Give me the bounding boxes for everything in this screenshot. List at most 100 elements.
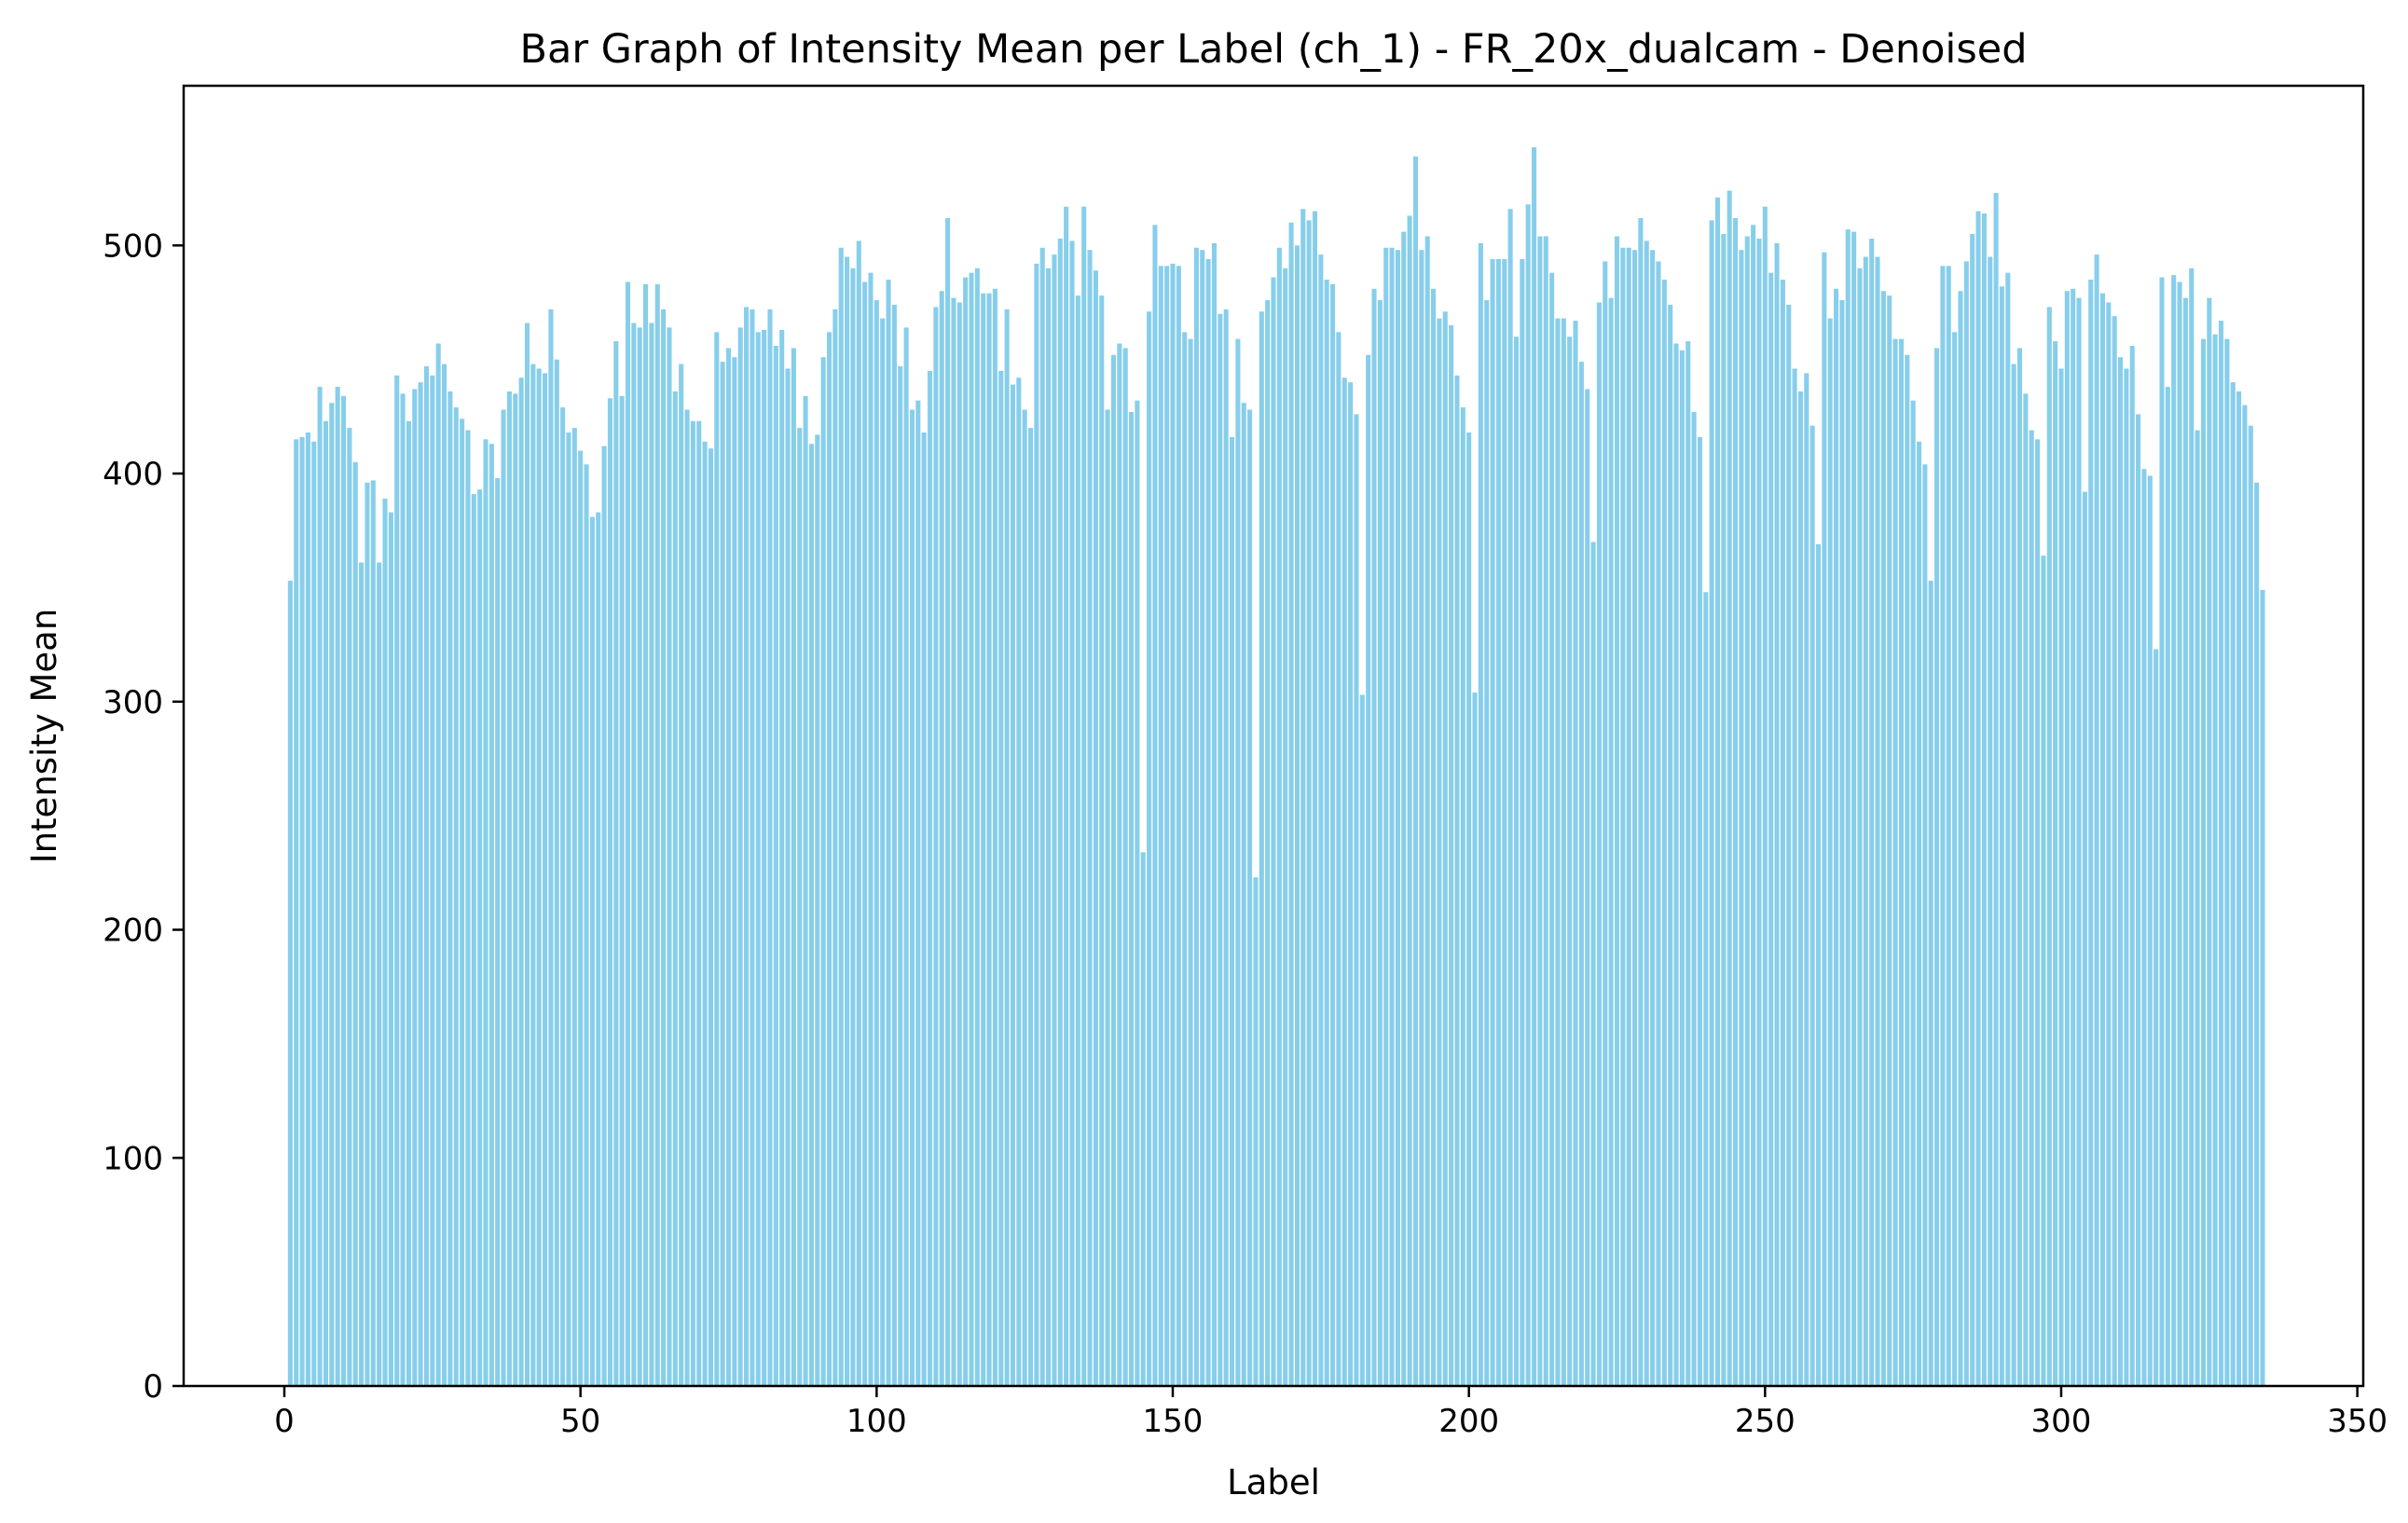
bar — [2212, 334, 2218, 1386]
bar — [1792, 368, 1797, 1387]
bar — [654, 283, 660, 1387]
bar — [939, 291, 944, 1386]
bar — [1786, 304, 1792, 1386]
bar — [1620, 247, 1626, 1386]
bar — [1590, 542, 1596, 1386]
bar — [1910, 400, 1916, 1387]
bar — [596, 512, 601, 1386]
bar — [1371, 288, 1377, 1386]
bar — [826, 332, 832, 1386]
bar — [1970, 234, 1975, 1386]
x-tick-label: 100 — [846, 1403, 907, 1440]
bar — [998, 370, 1004, 1387]
bar — [2112, 316, 2117, 1386]
bar — [921, 432, 927, 1386]
bar — [1478, 242, 1483, 1386]
bar — [755, 332, 761, 1386]
bar — [1673, 343, 1679, 1387]
bar — [945, 217, 951, 1386]
bar — [382, 498, 388, 1386]
bar — [1898, 338, 1904, 1386]
bar — [2159, 277, 2165, 1386]
bar — [1709, 220, 1714, 1386]
bar — [1679, 350, 1685, 1386]
bar — [744, 307, 750, 1386]
bar — [1774, 242, 1780, 1386]
bar — [649, 322, 654, 1386]
bar — [305, 432, 310, 1386]
bar — [631, 322, 637, 1386]
bar — [714, 332, 720, 1386]
bar — [1241, 403, 1246, 1386]
bar — [2165, 387, 2170, 1387]
bar — [1555, 318, 1561, 1386]
bar — [1354, 414, 1359, 1387]
bar — [2076, 297, 2082, 1387]
bar — [708, 448, 713, 1386]
bar — [1532, 147, 1537, 1386]
bar — [2260, 589, 2265, 1386]
bar — [1839, 300, 1845, 1387]
bar — [1283, 268, 1288, 1387]
bar — [1288, 222, 1294, 1387]
bar — [2200, 338, 2207, 1386]
bar — [1656, 261, 1661, 1386]
bar — [488, 444, 494, 1387]
bar — [1549, 272, 1555, 1386]
bar — [981, 293, 986, 1386]
bar — [388, 512, 393, 1386]
bar — [311, 441, 317, 1387]
bar — [483, 439, 488, 1386]
bar — [1946, 266, 1951, 1387]
bar — [696, 420, 702, 1386]
bar — [2153, 649, 2159, 1386]
bar — [1703, 592, 1709, 1386]
bar — [1182, 332, 1188, 1386]
bar — [1999, 286, 2004, 1386]
bar — [2207, 297, 2212, 1387]
bar — [702, 441, 708, 1387]
bar — [1603, 261, 1608, 1386]
y-tick-label: 0 — [143, 1368, 163, 1406]
bar — [1768, 272, 1774, 1386]
bar — [974, 268, 980, 1387]
bar — [1229, 436, 1235, 1386]
bar — [1644, 240, 1649, 1387]
x-tick-label: 300 — [2031, 1403, 2092, 1440]
bar — [613, 341, 619, 1387]
bar — [2029, 430, 2034, 1387]
bar — [838, 247, 844, 1386]
bar — [862, 281, 868, 1387]
bar — [880, 318, 886, 1386]
bar — [1188, 338, 1193, 1386]
bar — [513, 393, 518, 1386]
bar — [601, 446, 607, 1386]
bar — [2242, 405, 2248, 1386]
bar — [1218, 313, 1223, 1387]
bar — [1265, 300, 1271, 1387]
x-tick-label: 350 — [2327, 1403, 2387, 1440]
bar — [1632, 250, 1638, 1386]
bar — [1366, 354, 1371, 1387]
bar — [1377, 300, 1383, 1387]
bar — [986, 293, 992, 1386]
bar — [903, 327, 909, 1387]
x-tick-label: 0 — [274, 1403, 295, 1440]
bar — [1022, 409, 1027, 1386]
bar — [750, 309, 755, 1387]
bar — [2016, 348, 2023, 1386]
x-tick-label: 50 — [560, 1403, 600, 1440]
bar — [370, 480, 376, 1386]
bar — [1164, 266, 1170, 1387]
bar — [2064, 291, 2070, 1386]
x-axis: 0 50 100 150 200 250 300 350 — [274, 1386, 2387, 1440]
bar — [1561, 318, 1566, 1386]
bar — [1140, 852, 1146, 1386]
bar — [1596, 302, 1602, 1386]
bar — [1916, 441, 1922, 1387]
bar — [1395, 250, 1400, 1386]
x-tick-label: 250 — [1735, 1403, 1796, 1440]
bar — [394, 375, 400, 1386]
bar — [2011, 364, 2016, 1386]
bar — [1093, 270, 1098, 1387]
